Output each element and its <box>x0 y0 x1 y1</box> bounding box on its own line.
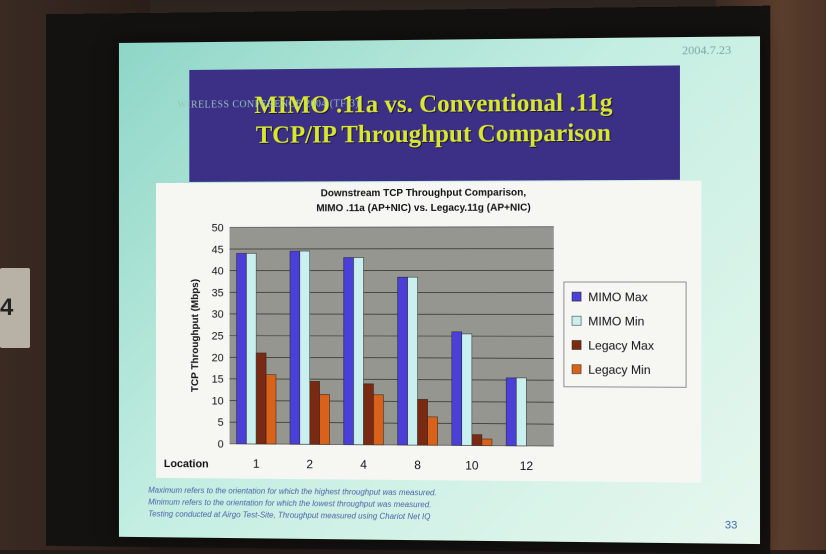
bar <box>344 258 354 445</box>
bar <box>266 375 276 444</box>
bar <box>320 394 330 444</box>
slide-number: 33 <box>725 519 738 531</box>
bar <box>472 435 482 446</box>
bar <box>300 251 310 444</box>
bar <box>354 258 364 445</box>
slide: 2004.7.23 MIMO .11a vs. Conventional .11… <box>119 36 760 544</box>
x-tick-label: 12 <box>520 459 533 473</box>
footer-note-3: Testing conducted at Airgo Test-Site, Th… <box>148 509 430 521</box>
projection-screen: 2004.7.23 MIMO .11a vs. Conventional .11… <box>46 6 770 554</box>
legend-label: Legacy Max <box>588 338 654 352</box>
y-tick-label: 10 <box>212 395 224 407</box>
y-tick-label: 15 <box>212 374 224 386</box>
x-tick-label: 10 <box>465 458 479 472</box>
bar <box>256 353 266 444</box>
legend-label: MIMO Max <box>588 290 648 304</box>
x-axis-label: Location <box>164 458 209 470</box>
bar <box>408 277 418 445</box>
y-tick-label: 45 <box>212 244 224 256</box>
title-box: MIMO .11a vs. Conventional .11g TCP/IP T… <box>189 65 680 181</box>
x-tick-label: 1 <box>253 457 260 471</box>
bar <box>237 253 247 444</box>
y-tick-label: 20 <box>212 352 224 364</box>
y-axis-label: TCP Throughput (Mbps) <box>190 279 201 392</box>
legend-label: MIMO Min <box>588 314 644 328</box>
slide-date: 2004.7.23 <box>682 43 731 59</box>
y-tick-label: 35 <box>212 287 224 299</box>
bar <box>310 381 320 444</box>
x-tick-label: 4 <box>360 458 367 472</box>
bar <box>452 332 462 446</box>
legend-swatch <box>572 365 581 374</box>
y-tick-label: 25 <box>212 330 224 342</box>
bar <box>428 417 438 445</box>
legend-swatch <box>572 292 581 301</box>
legend-label: Legacy Min <box>588 363 650 377</box>
chart-area: Downstream TCP Throughput Comparison, MI… <box>156 181 701 483</box>
x-tick-label: 2 <box>306 457 313 471</box>
bar <box>398 277 408 445</box>
throughput-chart: 0 5 10 15 20 25 30 35 40 45 50 TCP Throughput (Mbps… <box>156 181 701 483</box>
bar <box>482 439 492 446</box>
bar <box>462 334 472 446</box>
bar <box>364 384 374 445</box>
y-tick-label: 30 <box>212 309 224 321</box>
bar <box>516 378 526 446</box>
bar <box>506 378 516 446</box>
y-tick-label: 50 <box>212 222 224 234</box>
y-tick-label: 0 <box>218 439 224 451</box>
bar <box>418 399 428 445</box>
bar <box>373 395 383 445</box>
y-tick-label: 40 <box>212 266 224 278</box>
bar <box>246 253 256 444</box>
bar <box>290 251 300 444</box>
legend-swatch <box>572 340 581 349</box>
slide-title-line2: TCP/IP Throughput Comparison <box>189 118 680 151</box>
wall-sign: 4 <box>0 268 30 348</box>
conference-banner: WIRELESS CONFERENCE 2004 (TF-3) <box>178 98 360 110</box>
x-tick-label: 8 <box>414 458 421 472</box>
footer-note-2: Minimum refers to the orientation for wh… <box>148 498 431 510</box>
legend-swatch <box>572 316 581 325</box>
footer-note-1: Maximum refers to the orientation for wh… <box>148 486 436 498</box>
y-tick-label: 5 <box>218 417 224 429</box>
